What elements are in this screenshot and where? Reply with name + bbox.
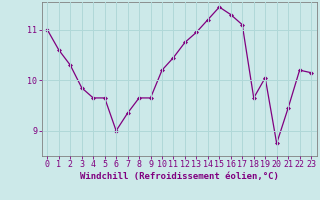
X-axis label: Windchill (Refroidissement éolien,°C): Windchill (Refroidissement éolien,°C) [80,172,279,181]
